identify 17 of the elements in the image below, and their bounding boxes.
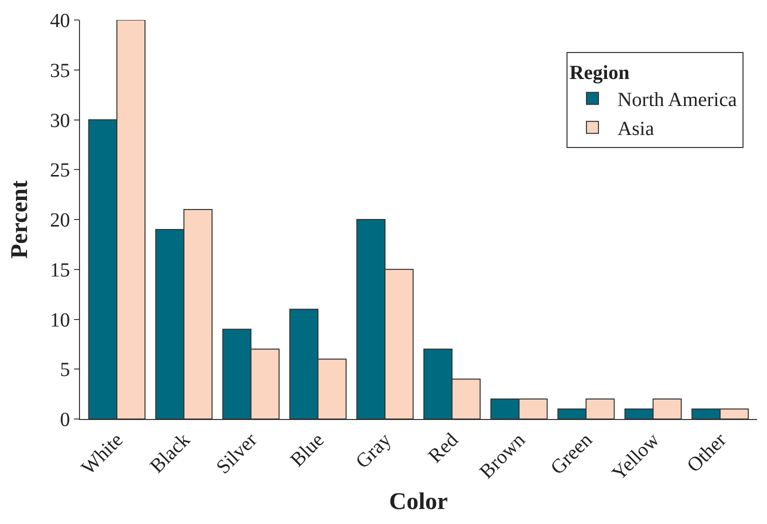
- y-tick-label: 5: [60, 359, 70, 382]
- y-axis-title: Percent: [7, 180, 34, 259]
- legend-label: Asia: [617, 118, 654, 140]
- x-axis-title: Color: [389, 489, 448, 516]
- y-tick-label: 35: [50, 60, 70, 82]
- x-tick-label: Red: [424, 429, 463, 468]
- legend-title: Region: [569, 62, 630, 84]
- x-tick-label: Gray: [352, 429, 396, 473]
- y-tick-label: 40: [50, 10, 70, 32]
- y-tick-label: 0: [60, 409, 70, 431]
- y-tick-label: 10: [50, 309, 70, 332]
- y-tick-label: 15: [50, 259, 70, 282]
- legend-label: North America: [617, 89, 737, 112]
- y-tick-label: 30: [50, 110, 70, 132]
- y-tick-label: 25: [50, 160, 70, 182]
- y-tick-label: 20: [50, 210, 70, 232]
- x-tick-label: Blue: [286, 428, 329, 472]
